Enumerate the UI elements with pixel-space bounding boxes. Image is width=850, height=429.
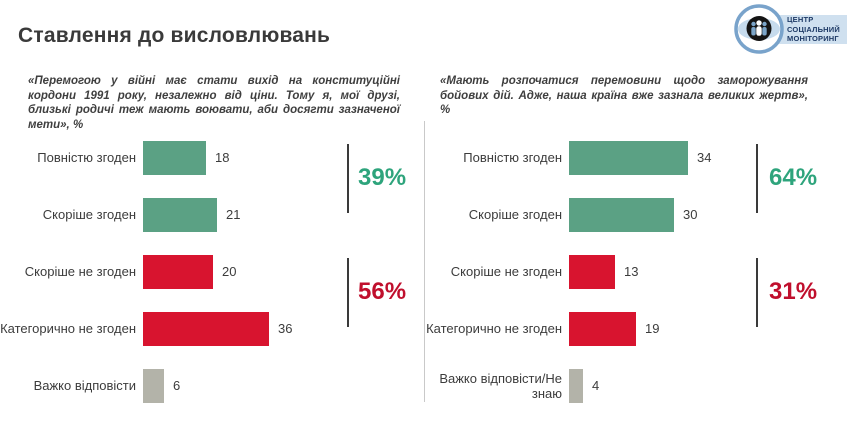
group-bracket-line <box>347 258 349 327</box>
category-label: Категорично не згоден <box>426 321 562 336</box>
category-label: Категорично не згоден <box>0 321 136 336</box>
chart-row: Повністю згоден 18 <box>0 129 424 186</box>
chart-rows: Повністю згоден 18 Скоріше згоден 21 Скоріше… <box>0 129 424 419</box>
bar <box>143 311 269 346</box>
category-label: Важко відповісти <box>33 378 136 393</box>
category-label: Важко відповісти/Не знаю <box>439 370 562 401</box>
logo-text: ЦЕНТР СОЦІАЛЬНИЙ МОНІТОРИНГ <box>787 15 840 44</box>
bar <box>569 311 636 346</box>
category-label: Скоріше згоден <box>42 207 136 222</box>
logo-text-line: МОНІТОРИНГ <box>787 34 839 43</box>
group-total-label: 31% <box>769 277 818 305</box>
bar <box>569 254 615 289</box>
value-label: 13 <box>624 264 639 279</box>
chart-subtitle: «Мають розпочатися перемовини щодо замор… <box>440 75 808 117</box>
value-label: 20 <box>222 264 237 279</box>
value-label: 36 <box>278 321 293 336</box>
group-total-label: 56% <box>358 277 407 305</box>
chart-row: Важко відповісти 6 <box>0 357 424 414</box>
value-label: 34 <box>697 150 712 165</box>
chart-row: Скоріше не згоден 20 <box>0 243 424 300</box>
value-label: 6 <box>173 378 181 393</box>
logo-eye-icon <box>734 4 847 54</box>
bar <box>143 368 164 403</box>
value-label: 21 <box>226 207 241 222</box>
chart-row: Повністю згоден 34 <box>426 129 850 186</box>
chart-row: Скоріше не згоден 13 <box>426 243 850 300</box>
chart-row: Скоріше згоден 21 <box>0 186 424 243</box>
category-label: Скоріше згоден <box>468 207 562 222</box>
value-label: 30 <box>683 207 698 222</box>
chart-row: Скоріше згоден 30 <box>426 186 850 243</box>
group-bracket-line <box>756 144 758 213</box>
group-bracket-line <box>756 258 758 327</box>
logo-text-line: ЦЕНТР <box>787 15 814 24</box>
group-bracket-line <box>347 144 349 213</box>
chart-rows: Повністю згоден 34 Скоріше згоден 30 Скоріше… <box>426 129 850 419</box>
logo-text-line: СОЦІАЛЬНИЙ <box>787 24 840 34</box>
chart-row: Категорично не згоден 19 <box>426 300 850 357</box>
value-label: 18 <box>215 150 230 165</box>
page-title: Ставлення до висловлювань <box>18 24 331 47</box>
group-total-label: 39% <box>358 163 407 191</box>
bar <box>569 197 674 232</box>
category-label: Повністю згоден <box>463 150 562 165</box>
panel-divider <box>424 121 425 402</box>
chart-panel-negotiations-statement: «Мають розпочатися перемовини щодо замор… <box>426 0 850 429</box>
bar <box>569 140 688 175</box>
org-logo: ЦЕНТР СОЦІАЛЬНИЙ МОНІТОРИНГ <box>732 2 848 56</box>
category-label: Повністю згоден <box>37 150 136 165</box>
category-label: Скоріше не згоден <box>450 264 562 279</box>
bar <box>143 140 206 175</box>
value-label: 4 <box>592 378 600 393</box>
chart-panel-victory-statement: «Перемогою у війні має стати вихід на ко… <box>0 0 424 429</box>
bar <box>143 254 213 289</box>
value-label: 19 <box>645 321 660 336</box>
group-total-label: 64% <box>769 163 818 191</box>
chart-row: Важко відповісти/Не знаю 4 <box>426 357 850 414</box>
bar <box>569 368 583 403</box>
category-label: Скоріше не згоден <box>24 264 136 279</box>
chart-row: Категорично не згоден 36 <box>0 300 424 357</box>
bar <box>143 197 217 232</box>
chart-subtitle: «Перемогою у війні має стати вихід на ко… <box>28 75 400 131</box>
